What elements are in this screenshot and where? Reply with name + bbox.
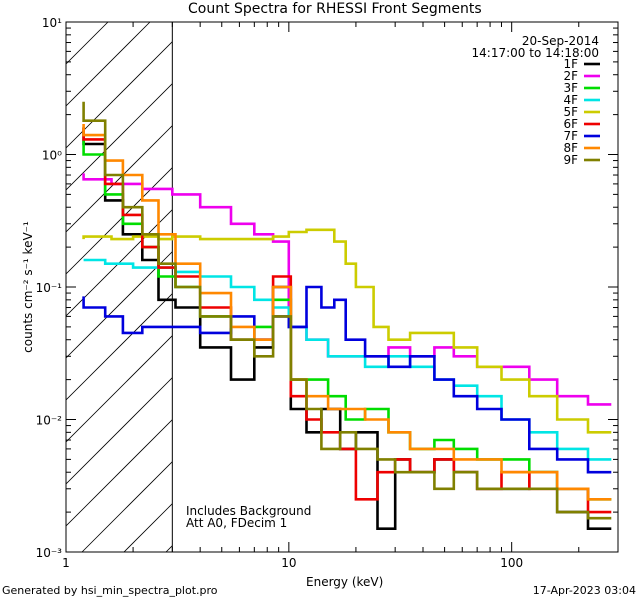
y-tick-label: 10⁰ bbox=[42, 149, 62, 163]
legend-label-4F: 4F bbox=[563, 93, 578, 107]
series-line-6F bbox=[82, 127, 612, 514]
x-tick-label: 100 bbox=[500, 556, 523, 570]
x-tick-label: 1 bbox=[62, 556, 70, 570]
hatch-line bbox=[66, 22, 109, 65]
chart-time-range: 14:17:00 to 14:18:00 bbox=[471, 46, 599, 60]
series-line-5F bbox=[82, 228, 612, 434]
series-line-8F bbox=[82, 124, 612, 501]
series-line-9F bbox=[82, 101, 612, 520]
hatch-line bbox=[66, 377, 173, 485]
hatch-line bbox=[66, 125, 173, 233]
x-tick-label: 10 bbox=[281, 556, 296, 570]
legend-label-1F: 1F bbox=[563, 57, 578, 71]
chart-date: 20-Sep-2014 bbox=[521, 34, 599, 48]
y-axis-label: counts cm⁻² s⁻¹ keV⁻¹ bbox=[21, 221, 35, 353]
legend-label-2F: 2F bbox=[563, 69, 578, 83]
hatch-line bbox=[66, 293, 173, 401]
hatch-line bbox=[66, 83, 173, 191]
legend-label-5F: 5F bbox=[563, 105, 578, 119]
series-line-7F bbox=[82, 285, 612, 474]
annotation-attenuator: Att A0, FDecim 1 bbox=[186, 516, 288, 530]
hatch-line bbox=[165, 545, 173, 552]
legend-label-7F: 7F bbox=[563, 129, 578, 143]
footer-timestamp: 17-Apr-2023 03:04 bbox=[532, 584, 636, 597]
y-tick-label: 10⁻² bbox=[36, 414, 63, 428]
legend-label-9F: 9F bbox=[563, 153, 578, 167]
hatch-line bbox=[66, 419, 173, 527]
legend-label-6F: 6F bbox=[563, 117, 578, 131]
hatch-line bbox=[66, 41, 173, 149]
legend-label-3F: 3F bbox=[563, 81, 578, 95]
x-axis-label: Energy (keV) bbox=[306, 575, 384, 589]
y-tick-label: 10¹ bbox=[42, 16, 62, 30]
legend-label-8F: 8F bbox=[563, 141, 578, 155]
y-tick-label: 10⁻³ bbox=[36, 546, 63, 560]
hatch-line bbox=[81, 461, 173, 552]
hatch-line bbox=[66, 335, 173, 443]
hatch-line bbox=[66, 251, 173, 359]
series-line-2F bbox=[82, 173, 612, 406]
hatch-line bbox=[66, 22, 151, 107]
annotation-background: Includes Background bbox=[186, 504, 312, 518]
hatch-line bbox=[66, 167, 173, 275]
chart-title: Count Spectra for RHESSI Front Segments bbox=[188, 1, 482, 17]
hatch-line bbox=[123, 503, 173, 552]
y-tick-label: 10⁻¹ bbox=[36, 281, 63, 295]
series-line-3F bbox=[82, 139, 612, 501]
footer-generated-by: Generated by hsi_min_spectra_plot.pro bbox=[2, 584, 218, 597]
hatched-region bbox=[66, 22, 173, 552]
